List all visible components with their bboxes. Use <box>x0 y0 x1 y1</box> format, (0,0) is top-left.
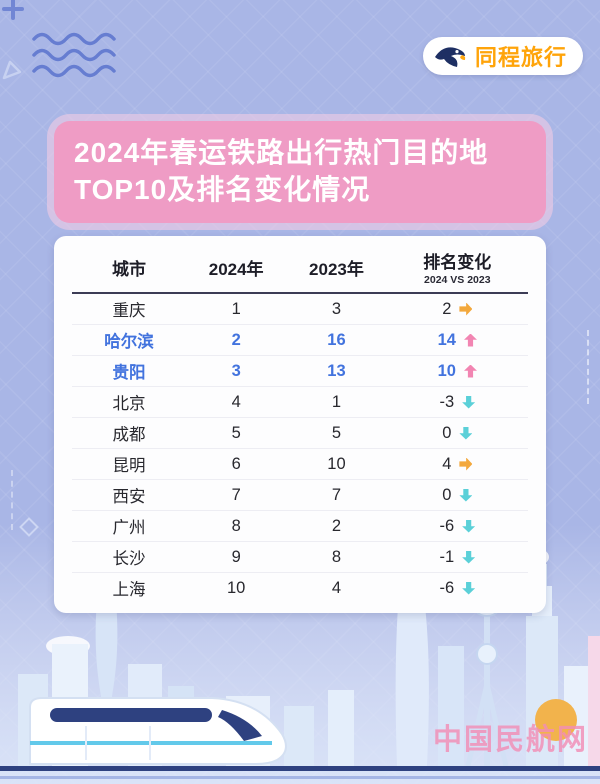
city-cell: 北京 <box>112 395 146 413</box>
city-cell: 哈尔滨 <box>104 333 154 351</box>
rank-2023-cell: 5 <box>331 423 342 442</box>
rank-2024-cell: 6 <box>231 454 241 473</box>
table-row: 成都 5 5 0 <box>72 418 528 449</box>
table-row: 长沙 9 8 -1 <box>72 542 528 573</box>
table-row: 贵阳 3 13 10 <box>72 356 528 387</box>
orange-circle-decoration <box>535 699 577 741</box>
city-cell: 广州 <box>112 519 146 537</box>
change-arrow-right-icon <box>459 457 473 471</box>
dashed-line-decoration <box>587 330 589 404</box>
rank-change-cell: 2 <box>387 300 528 319</box>
rank-2023-cell: 3 <box>331 299 342 318</box>
watermark: 中国民航网 <box>432 724 588 756</box>
wavy-lines-decoration <box>32 32 116 78</box>
rank-2023-cell: 7 <box>331 485 342 504</box>
rank-2023-cell: 1 <box>331 392 342 411</box>
change-value: 4 <box>442 454 452 473</box>
table-row: 哈尔滨 2 16 14 <box>72 325 528 356</box>
rank-2024-cell: 7 <box>231 485 241 504</box>
rank-2023-cell: 10 <box>327 454 346 473</box>
table-row: 昆明 6 10 4 <box>72 449 528 480</box>
change-arrow-right-icon <box>459 302 473 316</box>
rank-change-cell: -3 <box>387 393 528 412</box>
title-banner: 2024年春运铁路出行热门目的地 TOP10及排名变化情况 <box>54 121 546 224</box>
header-rank-change-subtitle: 2024 VS 2023 <box>424 274 491 286</box>
table-row: 北京 4 1 -3 <box>72 387 528 418</box>
table-row: 重庆 1 3 2 <box>72 294 528 325</box>
change-arrow-down-icon <box>462 550 476 564</box>
table-header-row: 城市 2024年 2023年 排名变化 2024 VS 2023 <box>72 242 528 294</box>
plus-decoration <box>2 0 24 20</box>
table-row: 广州 8 2 -6 <box>72 511 528 542</box>
header-2023: 2023年 <box>309 259 364 279</box>
rank-2024-cell: 2 <box>231 330 241 349</box>
rank-2024-cell: 3 <box>231 361 241 380</box>
rank-2024-cell: 4 <box>231 392 241 411</box>
change-value: -1 <box>439 547 455 566</box>
rank-change-cell: -6 <box>387 517 528 536</box>
rank-2023-cell: 2 <box>331 516 342 535</box>
change-arrow-down-icon <box>462 395 476 409</box>
city-cell: 昆明 <box>112 457 146 475</box>
change-arrow-down-icon <box>462 581 476 595</box>
rank-change-cell: -6 <box>387 579 528 598</box>
rank-2023-cell: 4 <box>331 578 342 597</box>
brand-name: 同程旅行 <box>474 45 567 70</box>
rank-2023-cell: 13 <box>327 361 346 380</box>
rank-change-cell: 0 <box>387 486 528 505</box>
city-cell: 成都 <box>112 426 146 444</box>
city-cell: 重庆 <box>112 302 146 320</box>
change-value: -3 <box>439 392 455 411</box>
header-city: 城市 <box>112 259 146 279</box>
change-arrow-up-icon <box>463 364 477 378</box>
table-row: 上海 10 4 -6 <box>72 573 528 603</box>
change-value: 2 <box>442 299 452 318</box>
change-arrow-up-icon <box>463 333 477 347</box>
change-value: 14 <box>437 330 456 349</box>
rank-change-cell: 14 <box>387 331 528 350</box>
change-value: -6 <box>439 578 455 597</box>
rank-2024-cell: 5 <box>231 423 241 442</box>
rank-change-cell: 4 <box>387 455 528 474</box>
city-cell: 贵阳 <box>112 364 146 382</box>
change-value: 0 <box>442 485 452 504</box>
city-cell: 长沙 <box>112 550 146 568</box>
swallow-bird-icon <box>434 47 466 67</box>
change-value: 10 <box>437 361 456 380</box>
rank-change-cell: -1 <box>387 548 528 567</box>
table-body: 重庆 1 3 2 哈尔滨 2 16 14 贵阳 3 13 10 北京 4 1 -3 成都 5 5 0 昆明 6 10 4 西安 7… <box>72 294 528 603</box>
rank-change-cell: 0 <box>387 424 528 443</box>
triangle-decoration <box>2 60 22 80</box>
change-value: 0 <box>442 423 452 442</box>
rank-2024-cell: 9 <box>231 547 241 566</box>
city-cell: 西安 <box>112 488 146 506</box>
city-cell: 上海 <box>112 581 146 599</box>
change-arrow-down-icon <box>459 426 473 440</box>
change-arrow-down-icon <box>462 519 476 533</box>
header-2024: 2024年 <box>208 259 264 279</box>
rank-2023-cell: 16 <box>327 330 346 349</box>
rank-change-cell: 10 <box>387 362 528 381</box>
title-line-2: TOP10及排名变化情况 <box>74 174 371 206</box>
rank-2024-cell: 1 <box>231 299 241 318</box>
rank-2023-cell: 8 <box>331 547 342 566</box>
train <box>29 697 287 765</box>
ranking-table-card: 城市 2024年 2023年 排名变化 2024 VS 2023 重庆 1 3 2 哈尔… <box>54 236 546 613</box>
brand-logo: 同程旅行 <box>422 37 583 75</box>
title-line-1: 2024年春运铁路出行热门目的地 <box>74 137 489 168</box>
header-rank-change-title: 排名变化 <box>423 253 492 272</box>
table-row: 西安 7 7 0 <box>72 480 528 511</box>
change-value: -6 <box>439 516 455 535</box>
rank-2024-cell: 10 <box>226 578 246 597</box>
change-arrow-down-icon <box>459 488 473 502</box>
rank-2024-cell: 8 <box>231 516 241 535</box>
header-rank-change: 排名变化 2024 VS 2023 <box>387 248 528 286</box>
dashed-line-decoration <box>11 470 13 530</box>
